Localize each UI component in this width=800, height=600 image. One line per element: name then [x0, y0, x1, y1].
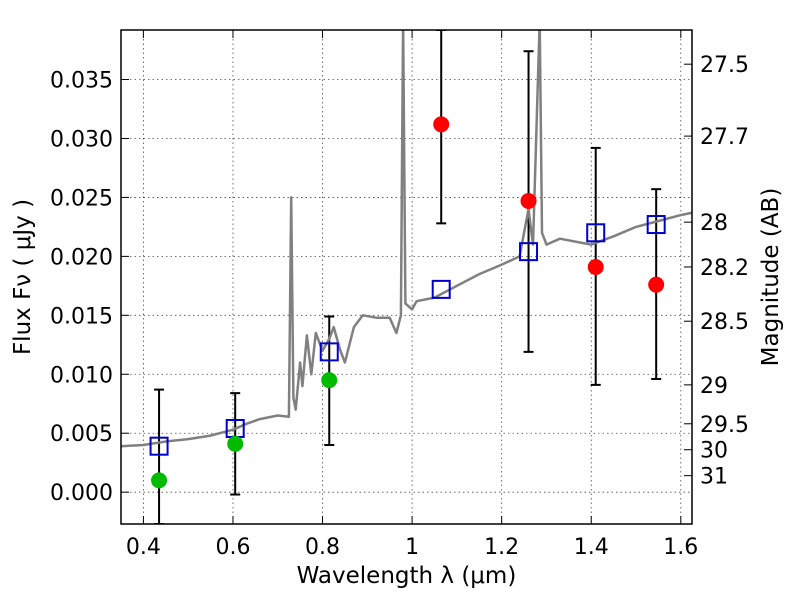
y2-tick-label: 28 [700, 211, 728, 236]
y2-tick-label: 29.5 [700, 413, 749, 438]
x-tick-label: 0.6 [215, 535, 250, 560]
x-tick-label: 1.6 [663, 535, 698, 560]
plot-frame [120, 29, 693, 525]
y-tick-label: 0.025 [50, 186, 113, 211]
y-axis-title: Flux Fν ( μJy ) [10, 199, 36, 355]
circle-marker [587, 258, 604, 275]
y2-tick-label: 30 [700, 439, 728, 464]
axis-ticks: 0.4 0.6 0.8 1 1.2 1.4 1.6 0.000 0.005 0.010 0.015 0… [50, 30, 749, 560]
x-axis-title: Wavelength λ (μm) [297, 563, 517, 589]
x-tick-label: 1.2 [484, 535, 519, 560]
y-tick-label: 0.000 [50, 481, 113, 506]
y2-tick-label: 28.2 [700, 256, 749, 281]
square-marker [646, 215, 666, 235]
square-marker [519, 242, 539, 262]
spectrum-layer [121, 30, 692, 448]
marker-layer [149, 116, 666, 489]
x-tick-label: 1.4 [574, 535, 609, 560]
y-tick-label: 0.015 [50, 304, 113, 329]
y-tick-label: 0.005 [50, 422, 113, 447]
circle-marker [648, 276, 665, 293]
x-tick-label: 0.8 [305, 535, 340, 560]
square-marker [431, 279, 451, 299]
y2-tick-label: 27.5 [700, 53, 749, 78]
circle-marker [433, 116, 450, 133]
circle-marker [151, 472, 168, 489]
y2-tick-label: 29 [700, 374, 728, 399]
grid-lines [121, 30, 692, 524]
y2-tick-label: 27.7 [700, 125, 749, 150]
y2-tick-label: 31 [700, 465, 728, 490]
square-marker [319, 342, 339, 362]
circle-marker [227, 435, 244, 452]
y-tick-label: 0.020 [50, 245, 113, 270]
y-tick-label: 0.035 [50, 69, 113, 94]
x-tick-label: 0.4 [126, 535, 161, 560]
y2-axis-title: Magnitude (AB) [758, 188, 784, 367]
y-tick-label: 0.010 [50, 363, 113, 388]
square-marker [586, 223, 606, 243]
y2-tick-label: 28.5 [700, 310, 749, 335]
spectrum-line [121, 30, 692, 448]
circle-marker [520, 192, 537, 209]
x-tick-label: 1 [405, 535, 419, 560]
circle-marker [321, 372, 338, 389]
y-tick-label: 0.030 [50, 127, 113, 152]
square-marker [149, 436, 169, 456]
